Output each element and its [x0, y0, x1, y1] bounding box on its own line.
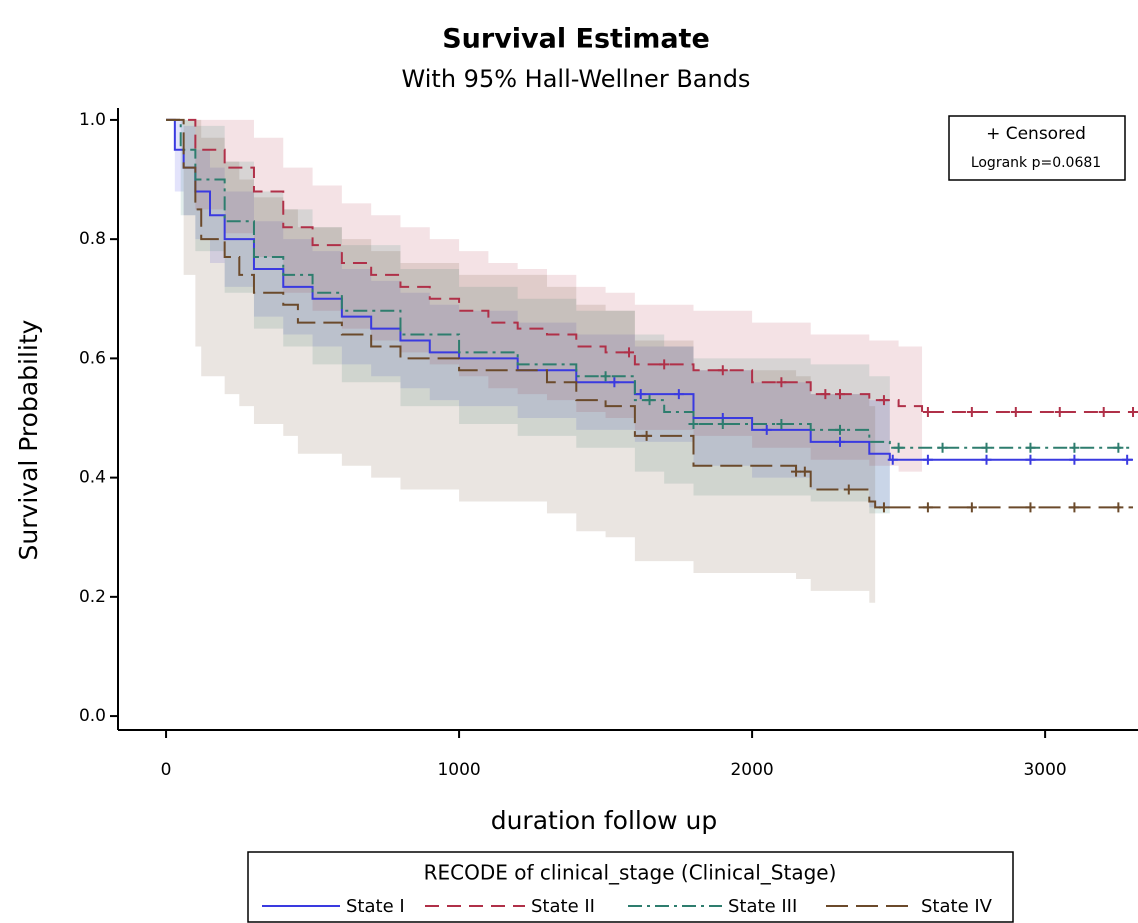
censor-mark: [635, 389, 646, 400]
annotation-box: [948, 115, 1126, 181]
censor-mark: [688, 418, 699, 429]
legend-label: State I: [346, 896, 405, 917]
censor-mark: [609, 377, 620, 388]
censor-mark: [981, 442, 992, 453]
censor-mark: [644, 395, 655, 406]
censor-mark: [878, 395, 889, 406]
confidence-band: [166, 119, 923, 478]
legend-label: State III: [728, 896, 797, 917]
censor-mark: [937, 442, 948, 453]
censor-mark: [843, 484, 854, 495]
censor-mark: [1098, 407, 1109, 418]
censor-mark: [1069, 454, 1080, 465]
y-tick-label: 1.0: [79, 110, 106, 130]
legend-label: State II: [531, 896, 595, 917]
censor-mark: [878, 502, 889, 513]
censor-mark: [641, 430, 652, 441]
censor-mark: [834, 436, 845, 447]
legend-box: [247, 851, 1014, 923]
censor-mark: [600, 371, 611, 382]
censor-mark: [1128, 407, 1138, 418]
y-tick-label: 0.4: [79, 468, 106, 488]
y-tick-label: 0.0: [79, 706, 106, 726]
confidence-band: [166, 119, 890, 520]
censor-mark: [624, 347, 635, 358]
logrank-note: Logrank p=0.0681: [971, 155, 1101, 171]
censor-mark: [1010, 407, 1021, 418]
censor-mark: [659, 359, 670, 370]
x-tick-label: 0: [161, 760, 172, 780]
censor-mark: [834, 389, 845, 400]
censor-mark: [834, 424, 845, 435]
censor-mark: [1069, 502, 1080, 513]
y-tick-label: 0.8: [79, 229, 106, 249]
censor-mark: [922, 454, 933, 465]
censor-mark: [820, 389, 831, 400]
censor-mark: [1113, 442, 1124, 453]
censor-mark: [1025, 454, 1036, 465]
chart-subtitle: With 95% Hall-Wellner Bands: [402, 65, 751, 93]
censor-mark: [922, 407, 933, 418]
censor-mark: [799, 466, 810, 477]
y-axis-label: Survival Probability: [14, 319, 43, 560]
x-tick-label: 3000: [1023, 760, 1066, 780]
censor-mark: [717, 365, 728, 376]
censor-mark: [966, 502, 977, 513]
censored-note: + Censored: [986, 124, 1086, 144]
censor-mark: [776, 418, 787, 429]
plot-area: 0.0 0.2 0.4 0.6 0.8 1.0 0 1000 2000 3000: [79, 108, 1138, 780]
confidence-band: [166, 119, 890, 520]
censor-mark: [1025, 502, 1036, 513]
censor-mark: [1069, 442, 1080, 453]
x-tick-label: 2000: [730, 760, 773, 780]
censor-mark: [717, 418, 728, 429]
censor-mark: [1025, 442, 1036, 453]
censor-mark: [981, 454, 992, 465]
censor-mark: [673, 389, 684, 400]
censor-mark: [966, 407, 977, 418]
censor-mark: [1122, 454, 1133, 465]
survival-line: [166, 118, 1134, 449]
x-axis-label: duration follow up: [491, 806, 718, 835]
censor-mark: [776, 377, 787, 388]
y-tick-label: 0.6: [79, 348, 106, 368]
censor-mark: [1113, 502, 1124, 513]
x-tick-label: 1000: [437, 760, 480, 780]
y-tick-label: 0.2: [79, 587, 106, 607]
legend-title: RECODE of clinical_stage (Clinical_Stage…: [424, 861, 837, 885]
legend-label: State IV: [921, 896, 993, 917]
censor-mark: [893, 442, 904, 453]
chart-title: Survival Estimate: [442, 24, 710, 55]
censor-mark: [791, 466, 802, 477]
censor-mark: [922, 502, 933, 513]
survival-line: [166, 118, 1134, 461]
survival-line: [166, 118, 1134, 414]
censor-mark: [887, 454, 898, 465]
censor-mark: [1054, 407, 1065, 418]
censor-mark: [761, 424, 772, 435]
